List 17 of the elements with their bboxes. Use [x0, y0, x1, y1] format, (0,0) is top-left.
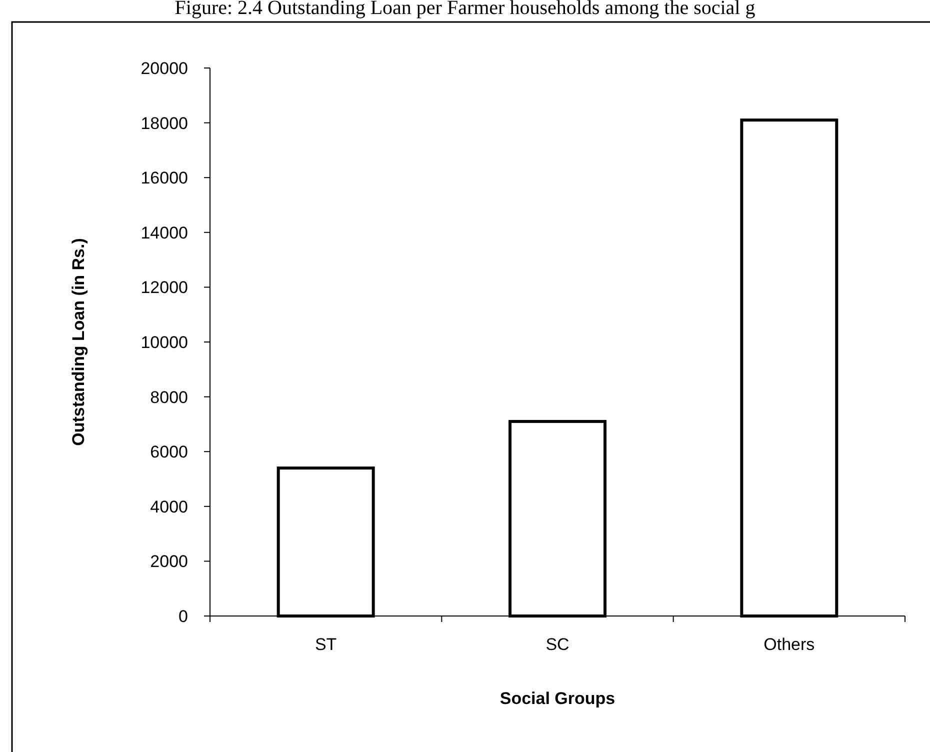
x-tick-label: Others: [764, 635, 815, 654]
y-tick-label: 12000: [140, 278, 188, 298]
y-tick-label: 6000: [150, 442, 188, 462]
y-tick-label: 8000: [150, 388, 188, 407]
x-tick-label: ST: [314, 635, 337, 654]
y-tick-label: 20000: [140, 58, 188, 78]
y-tick-label: 10000: [140, 332, 188, 352]
chart-title: Figure: 2.4 Outstanding Loan per Farmer households among the social g: [174, 0, 756, 19]
y-axis-title: Outstanding Loan (in Rs.): [69, 238, 88, 446]
y-tick-label: 14000: [140, 223, 188, 242]
y-tick-label: 4000: [150, 497, 188, 516]
y-tick-label: 16000: [140, 168, 188, 188]
y-tick-label: 2000: [150, 552, 188, 572]
y-tick-label: 18000: [140, 114, 188, 133]
y-tick-label: 0: [178, 606, 188, 626]
x-tick-label: SC: [546, 635, 570, 654]
x-axis-title: Social Groups: [500, 689, 616, 708]
